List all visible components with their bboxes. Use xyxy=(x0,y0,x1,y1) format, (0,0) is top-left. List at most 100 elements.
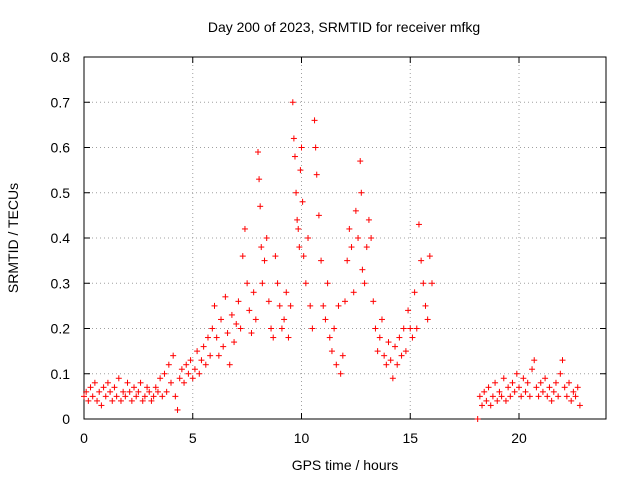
chart-title: Day 200 of 2023, SRMTID for receiver mfk… xyxy=(208,19,480,35)
data-point xyxy=(526,393,533,400)
y-tick-label: 0.7 xyxy=(51,94,71,110)
data-point xyxy=(154,388,161,395)
data-point xyxy=(511,388,518,395)
data-point xyxy=(350,289,357,296)
data-point xyxy=(299,198,306,205)
data-point xyxy=(298,144,305,151)
data-point xyxy=(281,316,288,323)
y-axis-label: SRMTID / TECUs xyxy=(5,183,21,293)
data-point xyxy=(157,375,164,382)
data-point xyxy=(228,311,235,318)
data-point xyxy=(355,235,362,241)
data-point xyxy=(500,375,507,382)
data-point xyxy=(324,280,331,287)
data-point xyxy=(265,298,272,305)
data-point xyxy=(309,325,316,332)
data-point xyxy=(189,375,196,382)
data-point xyxy=(509,379,516,386)
data-point xyxy=(111,384,118,391)
data-point xyxy=(137,379,144,386)
data-point xyxy=(194,348,201,355)
data-point xyxy=(498,393,505,400)
data-point xyxy=(542,375,549,382)
data-point xyxy=(505,384,512,391)
data-point xyxy=(181,379,188,386)
data-point xyxy=(126,388,133,395)
data-point xyxy=(392,343,399,350)
data-point xyxy=(539,388,546,395)
data-points xyxy=(81,99,583,422)
data-point xyxy=(487,402,494,409)
data-point xyxy=(507,393,514,400)
data-point xyxy=(152,384,159,391)
data-point xyxy=(572,393,579,400)
data-point xyxy=(222,293,229,300)
data-point xyxy=(407,325,414,332)
data-point xyxy=(405,307,412,314)
data-point xyxy=(198,357,205,364)
data-point xyxy=(178,366,185,373)
data-point xyxy=(133,393,140,400)
data-point xyxy=(368,235,375,241)
data-point xyxy=(176,375,183,382)
data-point xyxy=(348,244,355,251)
data-point xyxy=(100,384,107,391)
data-point xyxy=(272,253,279,260)
y-tick-label: 0.4 xyxy=(51,230,71,246)
data-point xyxy=(378,316,385,323)
data-point xyxy=(209,325,216,332)
axis-ticks: 0 0.1 0.2 0.3 0.4 0.5 0.6 0.7 0.8 0 5 10 15 20 xyxy=(51,49,606,446)
x-tick-label: 10 xyxy=(294,430,310,446)
data-point xyxy=(248,330,255,337)
data-point xyxy=(494,397,501,404)
data-point xyxy=(235,298,242,305)
data-point xyxy=(570,388,577,395)
data-point xyxy=(326,334,333,341)
data-point xyxy=(359,266,366,273)
data-point xyxy=(426,253,433,260)
data-point xyxy=(274,280,281,287)
x-tick-label: 15 xyxy=(402,430,418,446)
y-tick-label: 0.3 xyxy=(51,275,71,291)
data-point xyxy=(113,393,120,400)
data-point xyxy=(150,393,157,400)
data-point xyxy=(250,289,257,296)
data-point xyxy=(128,397,135,404)
data-point xyxy=(402,348,409,355)
data-point xyxy=(422,302,429,309)
data-point xyxy=(202,361,209,368)
data-point xyxy=(109,397,116,404)
y-tick-label: 0.5 xyxy=(51,185,71,201)
data-point xyxy=(163,388,170,395)
data-point xyxy=(239,253,246,260)
data-point xyxy=(252,316,259,323)
data-point xyxy=(191,366,198,373)
data-point xyxy=(531,357,538,364)
data-point xyxy=(233,320,240,327)
data-point xyxy=(120,388,127,395)
data-point xyxy=(398,352,405,359)
y-tick-label: 0.6 xyxy=(51,140,71,156)
data-point xyxy=(170,352,177,359)
data-point xyxy=(307,302,314,309)
data-point xyxy=(483,397,490,404)
data-point xyxy=(256,176,263,183)
data-point xyxy=(320,302,327,309)
data-point xyxy=(476,393,483,400)
data-point xyxy=(396,334,403,341)
data-point xyxy=(518,393,525,400)
data-point xyxy=(241,225,248,232)
data-point xyxy=(91,379,98,386)
x-tick-label: 5 xyxy=(189,430,197,446)
data-point xyxy=(552,379,559,386)
data-point xyxy=(566,379,573,386)
data-point xyxy=(139,397,146,404)
data-point xyxy=(385,339,392,346)
data-point xyxy=(548,397,555,404)
data-point xyxy=(289,99,296,106)
x-axis-label: GPS time / hours xyxy=(292,457,399,473)
data-point xyxy=(544,393,551,400)
data-point xyxy=(107,388,114,395)
data-point xyxy=(297,167,304,174)
data-point xyxy=(174,406,181,413)
